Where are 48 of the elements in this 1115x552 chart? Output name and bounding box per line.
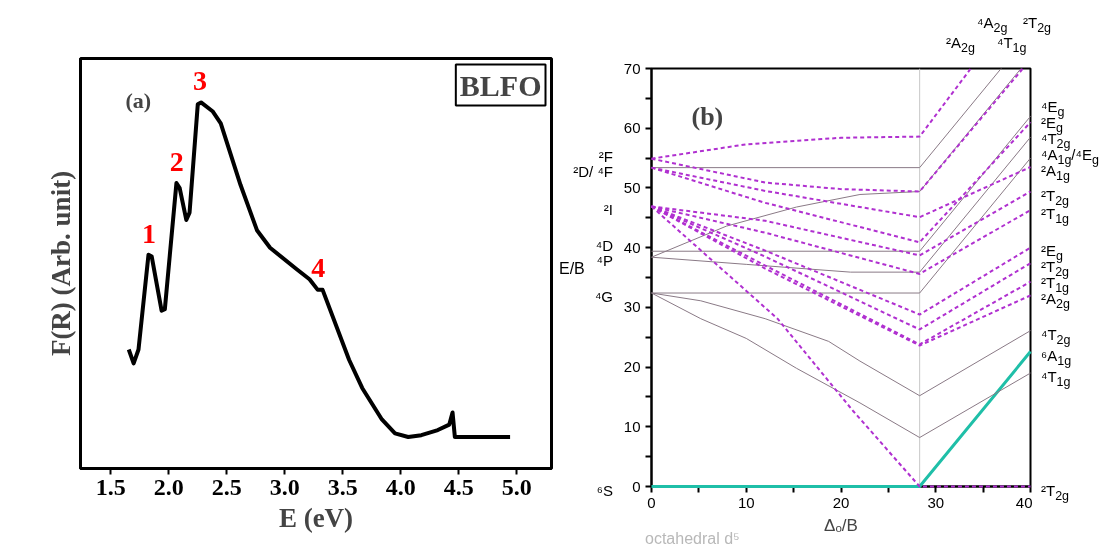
y-tick-label: 10 bbox=[623, 417, 641, 435]
annotation: ²D/ ⁴F bbox=[573, 163, 613, 180]
x-tick-label: 20 bbox=[832, 493, 850, 511]
annotation: ⁴P bbox=[596, 252, 613, 269]
text: BLFO bbox=[459, 68, 542, 102]
annotation: ⁶A$_{1g}$ bbox=[1041, 347, 1072, 369]
y-tick-label: 40 bbox=[623, 238, 641, 256]
annotation: (b) bbox=[691, 102, 724, 131]
y-tick-label: 50 bbox=[623, 178, 641, 196]
annotation: ²E$_{g}$ bbox=[1041, 242, 1063, 263]
x-tick-label: 5.0 bbox=[501, 473, 532, 500]
x-tick-label: 30 bbox=[927, 493, 945, 511]
y-axis-title: E/B bbox=[559, 260, 585, 277]
annotation: 2 bbox=[169, 145, 184, 177]
annotation: ⁴D bbox=[595, 237, 613, 254]
x-axis-title: E (eV) bbox=[278, 502, 354, 533]
y-tick-label: 20 bbox=[623, 358, 641, 376]
annotation: ⁴T$_{1g}$ bbox=[997, 34, 1027, 56]
annotation: ⁴G bbox=[594, 288, 613, 305]
annotation: 3 bbox=[192, 65, 207, 97]
x-tick-label: 2.0 bbox=[153, 473, 184, 500]
x-tick-label: 40 bbox=[1015, 493, 1033, 511]
annotation: (a) bbox=[125, 88, 152, 113]
annotation: ⁴T$_{2g}$ bbox=[1041, 326, 1071, 348]
x-tick-label: 2.5 bbox=[211, 473, 242, 500]
x-tick-label: 3.0 bbox=[269, 473, 300, 500]
annotation: ²I bbox=[603, 201, 613, 218]
x-axis-title: Δₒ/B bbox=[824, 515, 858, 535]
x-tick-label: 0 bbox=[647, 493, 656, 511]
annotation: 1 bbox=[141, 217, 156, 249]
y-tick-label: 70 bbox=[623, 59, 641, 77]
annotation: ⁴T$_{1g}$ bbox=[1041, 368, 1071, 390]
y-tick-label: 60 bbox=[623, 119, 641, 137]
y-axis-title: F(R) (Arb. unit) bbox=[45, 170, 76, 357]
y-tick-label: 30 bbox=[623, 298, 641, 316]
annotation: ²T$_{2g}$ bbox=[1041, 482, 1070, 504]
annotation: ⁶S bbox=[596, 482, 613, 499]
annotation: 4 bbox=[311, 252, 326, 284]
annotation: ²F bbox=[598, 148, 613, 165]
annotation: ⁴A$_{2g}$ bbox=[977, 14, 1008, 35]
x-tick-label: 4.5 bbox=[443, 473, 474, 500]
annotation: ²A$_{2g}$ bbox=[946, 34, 975, 56]
x-tick-label: 10 bbox=[737, 493, 755, 511]
annotation: ²T$_{2g}$ bbox=[1023, 14, 1052, 36]
x-tick-label: 4.0 bbox=[385, 473, 416, 500]
x-tick-label: 1.5 bbox=[95, 473, 126, 500]
text: octahedral d⁵ bbox=[645, 530, 740, 547]
x-tick-label: 3.5 bbox=[327, 473, 358, 500]
